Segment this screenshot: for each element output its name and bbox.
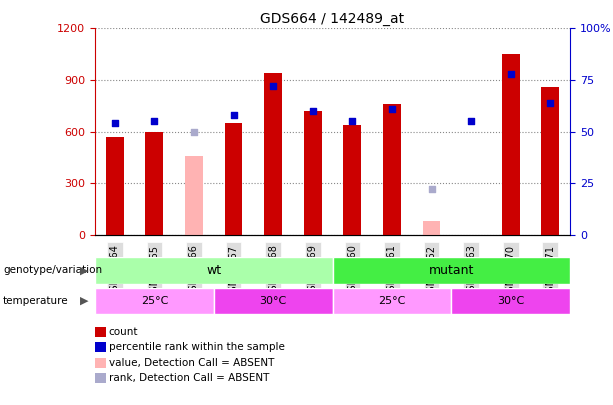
Text: genotype/variation: genotype/variation [3, 265, 102, 275]
Bar [383, 104, 401, 235]
Bar [185, 156, 203, 235]
Point [189, 128, 199, 135]
Text: temperature: temperature [3, 296, 69, 306]
Point [387, 106, 397, 112]
Point [150, 118, 159, 125]
Bar [264, 73, 282, 235]
Point [268, 83, 278, 90]
Text: 25°C: 25°C [141, 296, 168, 306]
Text: 25°C: 25°C [378, 296, 406, 306]
Point [546, 100, 555, 106]
Bar [95, 257, 333, 284]
Text: mutant: mutant [428, 264, 474, 277]
Text: count: count [109, 327, 138, 337]
Text: ▶: ▶ [80, 296, 89, 306]
Bar [333, 257, 570, 284]
Bar [304, 111, 322, 235]
Point [506, 70, 516, 77]
Bar [214, 288, 333, 314]
Bar [343, 125, 361, 235]
Title: GDS664 / 142489_at: GDS664 / 142489_at [261, 12, 405, 26]
Point [427, 186, 436, 193]
Bar [451, 288, 570, 314]
Point [466, 118, 476, 125]
Point [308, 108, 318, 114]
Text: ▶: ▶ [80, 265, 89, 275]
Bar [422, 221, 440, 235]
Bar [145, 132, 163, 235]
Text: percentile rank within the sample: percentile rank within the sample [109, 343, 284, 352]
Bar [225, 123, 243, 235]
Text: 30°C: 30°C [497, 296, 524, 306]
Point [348, 118, 357, 125]
Text: wt: wt [206, 264, 221, 277]
Text: rank, Detection Call = ABSENT: rank, Detection Call = ABSENT [109, 373, 269, 383]
Bar [502, 54, 520, 235]
Text: value, Detection Call = ABSENT: value, Detection Call = ABSENT [109, 358, 274, 368]
Text: 30°C: 30°C [259, 296, 287, 306]
Bar [333, 288, 451, 314]
Point [110, 120, 120, 127]
Point [229, 112, 238, 118]
Bar [106, 137, 124, 235]
Bar [95, 288, 214, 314]
Bar [541, 87, 559, 235]
